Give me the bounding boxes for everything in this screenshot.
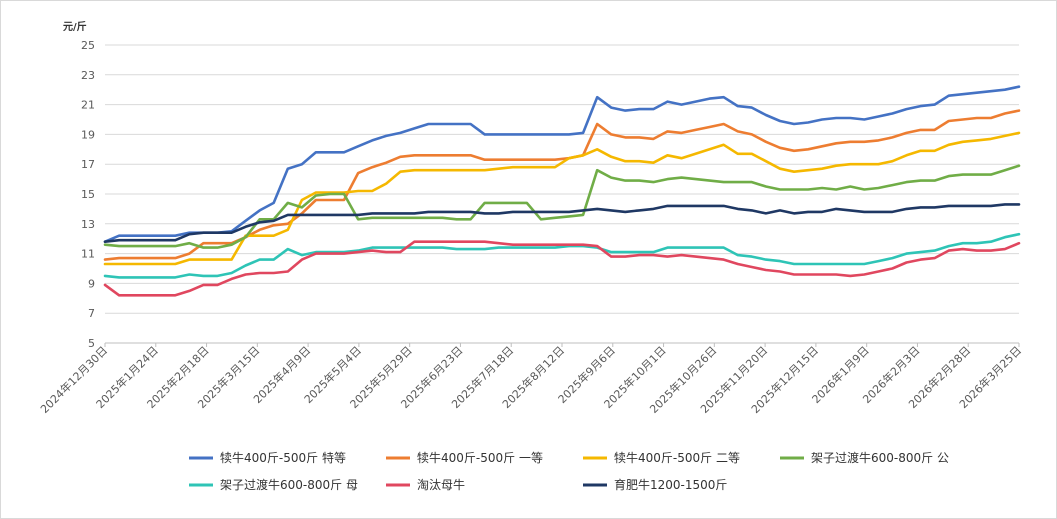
y-tick-label: 15 [81, 188, 95, 201]
legend-label: 育肥牛1200-1500斤 [614, 477, 727, 492]
y-tick-label: 25 [81, 39, 95, 52]
y-axis-unit-label: 元/斤 [63, 20, 87, 33]
y-tick-label: 19 [81, 128, 95, 141]
y-tick-label: 23 [81, 69, 95, 82]
y-tick-label: 17 [81, 158, 95, 171]
series-line-5 [103, 232, 1021, 279]
y-tick-label: 9 [88, 277, 95, 290]
y-tick-label: 21 [81, 99, 95, 112]
y-tick-label: 11 [81, 248, 95, 261]
legend-label: 犊牛400斤-500斤 特等 [220, 450, 346, 465]
legend-label: 犊牛400斤-500斤 一等 [417, 450, 543, 465]
series-line-7 [103, 203, 1021, 243]
legend-label: 架子过渡牛600-800斤 公 [811, 450, 949, 465]
series-line-3 [103, 131, 1021, 266]
legend-label: 犊牛400斤-500斤 二等 [614, 450, 740, 465]
y-tick-label: 13 [81, 218, 95, 231]
series-line-1 [103, 85, 1021, 243]
legend-label: 淘汰母牛 [417, 477, 465, 492]
legend-label: 架子过渡牛600-800斤 母 [220, 477, 358, 492]
y-tick-label: 7 [88, 307, 95, 320]
series-line-4 [103, 164, 1021, 249]
series-line-6 [103, 240, 1021, 297]
series-line-2 [103, 109, 1021, 261]
y-tick-label: 5 [88, 337, 95, 350]
